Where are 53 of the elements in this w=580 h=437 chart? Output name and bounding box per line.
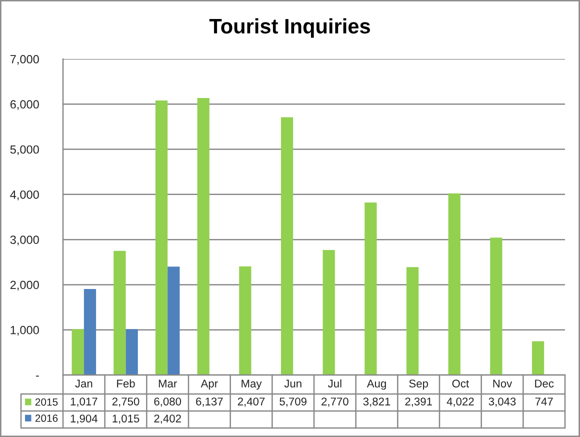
y-tick-label: 3,000 bbox=[10, 236, 39, 246]
data-label: 1,904 bbox=[70, 414, 98, 424]
data-label: 6,080 bbox=[154, 398, 182, 407]
data-label: 4,022 bbox=[446, 398, 474, 407]
data-label: 2,402 bbox=[154, 414, 181, 424]
bar bbox=[532, 341, 544, 375]
data-label: 2,407 bbox=[238, 398, 265, 407]
legend-label: 2015 bbox=[35, 398, 58, 406]
data-label: 3,821 bbox=[363, 398, 390, 407]
y-tick-label: 4,000 bbox=[10, 190, 39, 200]
chart-title: Tourist Inquiries bbox=[209, 18, 370, 38]
y-tick-label: 7,000 bbox=[10, 55, 39, 65]
x-tick-label: Dec bbox=[535, 380, 554, 388]
bar bbox=[168, 266, 180, 375]
x-tick-label: Jul bbox=[328, 379, 342, 388]
data-label: 2,391 bbox=[405, 398, 432, 407]
x-tick-label: Sep bbox=[409, 380, 428, 390]
bar bbox=[84, 289, 96, 375]
bar bbox=[155, 100, 168, 375]
bar bbox=[322, 250, 335, 375]
data-label: 2,770 bbox=[322, 398, 348, 407]
y-tick-label: 1,000 bbox=[10, 326, 39, 336]
bar bbox=[197, 98, 210, 375]
data-label: 1,017 bbox=[70, 398, 98, 407]
bar bbox=[406, 267, 419, 375]
bar bbox=[280, 117, 294, 375]
data-label: 3,043 bbox=[488, 398, 516, 407]
x-tick-label: Apr bbox=[200, 380, 218, 390]
legend-label: 2016 bbox=[35, 414, 58, 422]
data-label: 1,015 bbox=[112, 414, 140, 424]
y-tick-label: 5,000 bbox=[10, 145, 39, 156]
bar bbox=[239, 266, 252, 375]
bar bbox=[114, 250, 126, 375]
y-tick-label: - bbox=[36, 376, 39, 377]
x-tick-label: May bbox=[242, 380, 262, 390]
bar bbox=[490, 238, 502, 375]
data-label: 2,750 bbox=[112, 398, 140, 407]
x-tick-label: Jun bbox=[284, 380, 302, 388]
data-label: 747 bbox=[535, 398, 553, 406]
bar bbox=[364, 202, 377, 375]
x-tick-label: Oct bbox=[452, 380, 469, 388]
x-tick-label: Aug bbox=[366, 380, 386, 390]
data-label: 6,137 bbox=[196, 398, 223, 407]
data-label: 5,709 bbox=[280, 398, 306, 407]
bar bbox=[126, 329, 138, 375]
x-tick-label: Mar bbox=[158, 380, 177, 388]
x-tick-label: Feb bbox=[117, 379, 135, 388]
x-tick-label: Nov bbox=[493, 380, 512, 388]
y-tick-label: 2,000 bbox=[10, 280, 39, 291]
bar bbox=[448, 193, 460, 375]
bar bbox=[72, 329, 84, 375]
y-tick-label: 6,000 bbox=[10, 100, 39, 110]
x-tick-label: Jan bbox=[75, 380, 92, 388]
